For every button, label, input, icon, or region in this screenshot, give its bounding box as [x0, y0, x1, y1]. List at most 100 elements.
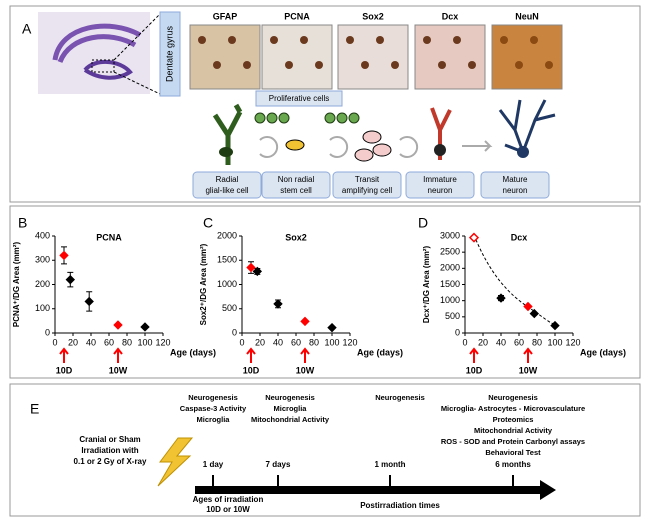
- y-tick-label: 400: [35, 230, 50, 240]
- stained-cell: [545, 61, 553, 69]
- stained-cell: [530, 36, 538, 44]
- stained-cell: [515, 61, 523, 69]
- point: [529, 308, 540, 319]
- x-tick-label: 60: [291, 337, 301, 347]
- y-tick-label: 3000: [440, 230, 460, 240]
- marker-image: [491, 24, 563, 90]
- y-axis-label: PCNA⁺/DG Area (mm²): [12, 242, 21, 328]
- time-label: 7 days: [266, 460, 291, 469]
- cell-box: [480, 171, 550, 199]
- stained-cell: [361, 61, 369, 69]
- annotation-arrow: [113, 347, 123, 363]
- mature-neuron-body: [517, 146, 529, 158]
- cell-label: Non radial: [278, 175, 315, 184]
- x-axis-label: Age (days): [170, 347, 216, 357]
- marker-label: Dcx: [442, 11, 459, 21]
- panel-a-frame: [9, 5, 641, 203]
- x-tick-label: 20: [478, 337, 488, 347]
- stained-cell: [438, 61, 446, 69]
- annotation-label: 10W: [519, 365, 538, 375]
- x-axis-label: Age (days): [357, 347, 403, 357]
- irradiation-text: Cranial or Sham: [79, 435, 140, 444]
- y-tick-label: 300: [35, 255, 50, 265]
- prolif-cell: [348, 112, 360, 124]
- x-tick-label: 40: [86, 337, 96, 347]
- assay-label: ROS - SOD and Protein Carbonyl assays: [441, 437, 585, 446]
- prolif-cell: [336, 112, 348, 124]
- x-tick-label: 20: [68, 337, 78, 347]
- prolif-cell: [266, 112, 278, 124]
- cell-label: stem cell: [280, 186, 312, 195]
- y-tick-label: 1000: [217, 279, 237, 289]
- assay-label: Neurogenesis: [375, 393, 425, 402]
- radial-cell-body: [219, 147, 233, 157]
- panel-label: C: [203, 215, 213, 231]
- x-tick-label: 120: [155, 337, 170, 347]
- annotation-arrow: [469, 347, 479, 363]
- cell-label: Radial: [216, 175, 239, 184]
- assay-label: Proteomics: [493, 415, 534, 424]
- marker-label: NeuN: [515, 11, 539, 21]
- x-tick-label: 40: [496, 337, 506, 347]
- ages-text: 10D or 10W: [206, 505, 250, 514]
- point: [468, 232, 480, 243]
- timeline-head: [540, 480, 556, 500]
- assay-label: Behavioral Test: [485, 448, 541, 457]
- prolif-cell: [324, 112, 336, 124]
- cell-box: [405, 171, 475, 199]
- stained-cell: [243, 61, 251, 69]
- annotation-arrow: [523, 347, 533, 363]
- stained-cell: [423, 36, 431, 44]
- point: [65, 274, 76, 285]
- cell-drawings: [212, 99, 556, 165]
- region-label: Dentate gyrus: [164, 25, 174, 82]
- x-tick-label: 120: [342, 337, 357, 347]
- mature-neuron: [498, 99, 556, 154]
- annotation-arrow: [246, 347, 256, 363]
- stained-cell: [376, 36, 384, 44]
- assay-label: Neurogenesis: [488, 393, 538, 402]
- cell-box: [261, 171, 331, 199]
- cell-label: neuron: [503, 186, 528, 195]
- marker-image: [189, 24, 261, 90]
- point: [252, 266, 263, 277]
- x-tick-label: 0: [52, 337, 57, 347]
- panel-bcd-frame: [9, 205, 641, 379]
- y-tick-label: 1000: [440, 295, 460, 305]
- assay-label: Neurogenesis: [188, 393, 238, 402]
- cell-label: amplifying cell: [342, 186, 392, 195]
- time-label: 1 day: [203, 460, 224, 469]
- nonradial-cell: [285, 139, 305, 151]
- point: [113, 320, 123, 330]
- region-box: [159, 11, 181, 97]
- cell-label: Transit: [355, 175, 380, 184]
- x-tick-label: 100: [547, 337, 562, 347]
- x-tick-label: 60: [104, 337, 114, 347]
- x-tick-label: 40: [273, 337, 283, 347]
- stained-cell: [346, 36, 354, 44]
- point: [550, 320, 560, 331]
- point: [246, 262, 256, 273]
- stained-cell: [285, 61, 293, 69]
- cell-label: Immature: [423, 175, 457, 184]
- irradiation-text: 0.1 or 2 Gy of X-ray: [74, 457, 147, 466]
- x-tick-label: 100: [324, 337, 339, 347]
- y-axis-label: Sox2⁺/DG Area (mm²): [199, 243, 208, 325]
- annotation-label: 10D: [466, 365, 483, 375]
- chart-title: PCNA: [96, 232, 122, 242]
- point: [496, 293, 506, 303]
- maturation-arrow: [462, 140, 493, 152]
- cell-box: [192, 171, 262, 199]
- y-tick-label: 0: [45, 327, 50, 337]
- stained-cell: [315, 61, 323, 69]
- cell-label: Mature: [503, 175, 528, 184]
- y-tick-label: 2000: [440, 263, 460, 273]
- stained-cell: [213, 61, 221, 69]
- assay-label: Mitochondrial Activity: [474, 426, 553, 435]
- marker-label: Sox2: [362, 11, 384, 21]
- y-tick-label: 1500: [217, 255, 237, 265]
- marker-image: [261, 24, 333, 90]
- axis-label: Postirradiation times: [360, 501, 440, 510]
- y-tick-label: 200: [35, 279, 50, 289]
- x-tick-label: 0: [462, 337, 467, 347]
